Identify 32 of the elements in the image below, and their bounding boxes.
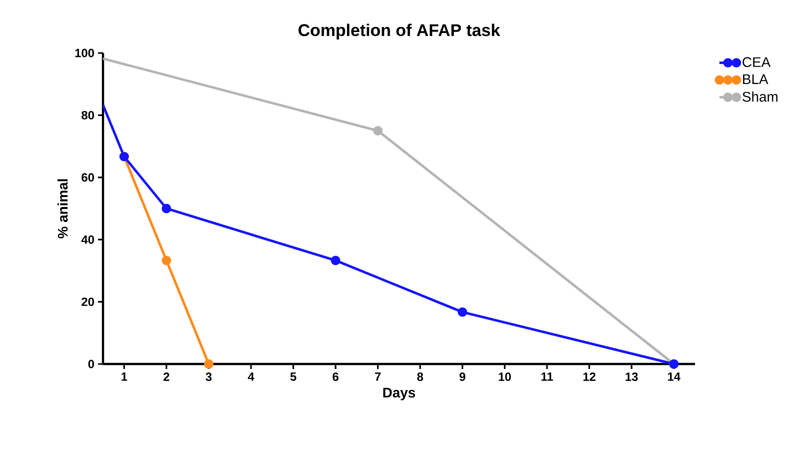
point	[204, 359, 214, 369]
point	[373, 126, 383, 136]
y-tick-label: 100	[75, 48, 94, 58]
x-tick-label: 9	[460, 372, 466, 381]
y-axis-title: % animal	[57, 179, 68, 238]
x-tick-label: 11	[541, 372, 553, 381]
chart-title: Completion of AFAP task	[298, 24, 500, 40]
y-tick-label: 80	[82, 110, 94, 120]
x-tick-label: 6	[332, 372, 338, 381]
legend-label: CEA	[742, 57, 771, 68]
legend-label: Sham	[742, 91, 778, 102]
legend-label: BLA	[743, 74, 768, 84]
y-tick-label: 60	[82, 173, 94, 182]
x-tick-label: 12	[583, 372, 596, 381]
x-tick-label: 2	[164, 372, 170, 381]
x-tick-label: 8	[417, 372, 424, 381]
x-tick-label: 10	[498, 372, 511, 381]
x-tick-label: 3	[206, 372, 212, 381]
x-axis-title: Days	[383, 388, 416, 400]
x-tick-label: 14	[668, 372, 680, 381]
point	[330, 256, 340, 266]
point	[162, 256, 172, 266]
point	[162, 204, 172, 214]
x-tick-label: 5	[290, 372, 296, 381]
y-tick-label: 0	[88, 360, 94, 368]
y-tick-label: 40	[81, 235, 94, 244]
x-tick-label: 13	[626, 372, 638, 381]
x-tick-label: 1	[122, 372, 128, 381]
y-tick-label: 20	[82, 298, 94, 306]
x-tick-label: 4	[248, 372, 254, 381]
point	[458, 307, 468, 317]
x-tick-label: 7	[375, 372, 381, 381]
